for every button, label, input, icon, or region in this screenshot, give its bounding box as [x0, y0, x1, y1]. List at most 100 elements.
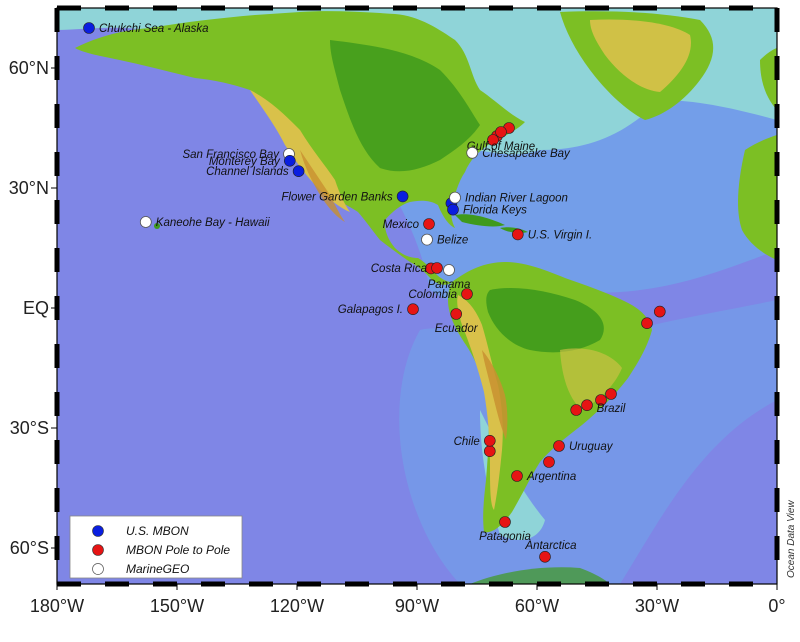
- border-dash: [54, 392, 60, 416]
- lat-tick-label: 30°S: [10, 418, 49, 438]
- border-dash: [249, 5, 273, 11]
- site-marker: [483, 445, 496, 458]
- border-dash: [54, 8, 60, 32]
- site-marker: [450, 308, 463, 320]
- site-label: Kaneohe Bay - Hawaii: [156, 217, 270, 229]
- border-dash: [774, 488, 780, 512]
- sierra-madre: [300, 150, 345, 222]
- lat-tick-label: 60°S: [10, 538, 49, 558]
- border-dash: [345, 581, 369, 587]
- border-dash: [54, 200, 60, 224]
- border-dash: [54, 488, 60, 512]
- site-label: Belize: [437, 235, 468, 247]
- border-dash: [105, 5, 129, 11]
- antarctic-peninsula: [470, 567, 610, 584]
- border-dash: [297, 581, 321, 587]
- border-dash: [153, 581, 177, 587]
- site-marker: [283, 155, 296, 167]
- site-marker: [83, 22, 95, 34]
- lat-tick-label: 60°N: [9, 58, 49, 78]
- site-label: Channel Islands: [206, 166, 289, 178]
- legend-label-pole-to-pole: MBON Pole to Pole: [126, 543, 230, 557]
- lon-tick-label: 120°W: [270, 596, 324, 616]
- border-dash: [54, 104, 60, 128]
- border-dash: [774, 392, 780, 416]
- site-marker: [511, 228, 524, 241]
- border-dash: [105, 581, 129, 587]
- border-dash: [201, 5, 225, 11]
- site-label: Panama: [428, 279, 471, 291]
- border-dash: [297, 5, 321, 11]
- site-marker: [461, 288, 473, 300]
- border-dash: [774, 536, 780, 560]
- site-label: Chile: [454, 436, 480, 448]
- site-marker: [487, 134, 499, 146]
- site-marker: [495, 126, 507, 138]
- map-frame-area: [57, 8, 777, 584]
- lon-tick-label: 150°W: [150, 596, 204, 616]
- site-label: Mexico: [383, 219, 420, 231]
- amazon-basin: [486, 288, 604, 353]
- site-marker: [421, 233, 433, 246]
- border-dash: [489, 581, 513, 587]
- border-dash: [393, 5, 417, 11]
- site-marker: [553, 440, 565, 452]
- border-dash: [489, 5, 513, 11]
- site-marker: [466, 146, 479, 159]
- lon-tick-label: 90°W: [395, 596, 439, 616]
- lon-tick-label: 60°W: [515, 596, 559, 616]
- site-label: Indian River Lagoon: [465, 193, 568, 205]
- border-dash: [537, 5, 561, 11]
- site-marker: [292, 165, 305, 177]
- border-dash: [54, 152, 60, 176]
- legend-marker-pole-to-pole: [92, 544, 104, 556]
- lat-tick-label: 30°N: [9, 178, 49, 198]
- site-label: Monterey Bay: [209, 156, 281, 168]
- europe-north: [760, 48, 777, 110]
- border-dash: [393, 581, 417, 587]
- border-dash: [585, 581, 609, 587]
- border-dash: [774, 104, 780, 128]
- site-label: U.S. Virgin I.: [528, 229, 592, 241]
- legend-marker-marinegeo: [92, 563, 104, 575]
- north-america-lowland: [330, 40, 480, 172]
- border-dash: [153, 5, 177, 11]
- site-label: Flower Garden Banks: [281, 191, 392, 203]
- site-marker: [570, 404, 583, 416]
- site-marker: [581, 399, 593, 412]
- border-dash: [54, 344, 60, 368]
- brazilian-highlands: [560, 348, 622, 410]
- site-label: Florida Keys: [463, 205, 527, 217]
- greenland-ice: [590, 19, 691, 93]
- site-marker: [543, 456, 555, 468]
- border-dash: [633, 5, 657, 11]
- site-marker: [653, 305, 666, 318]
- lat-tick-label: EQ: [23, 298, 49, 318]
- legend-label-marinegeo: MarineGEO: [126, 562, 189, 576]
- africa-europe: [738, 135, 777, 260]
- site-marker: [539, 550, 551, 563]
- altiplano: [482, 350, 508, 440]
- site-label: Antarctica: [524, 540, 576, 552]
- site-label: Chesapeake Bay: [482, 148, 571, 160]
- site-label: San Francisco Bay: [182, 149, 280, 161]
- border-dash: [441, 5, 465, 11]
- lon-tick-label: 180°W: [30, 596, 84, 616]
- site-markers: Chukchi Sea - Alaska San Francisco BayMon…: [83, 22, 666, 563]
- site-label: Ecuador: [435, 323, 479, 335]
- site-label: Galapagos I.: [338, 304, 403, 316]
- border-dash: [441, 581, 465, 587]
- site-marker: [443, 264, 455, 276]
- border-dash: [774, 440, 780, 464]
- site-label: Costa Rica: [371, 263, 427, 275]
- latitude-axis: 60°N 30°N EQ 30°S 60°S: [9, 58, 57, 558]
- site-marker: [447, 203, 459, 216]
- site-marker: [499, 516, 511, 528]
- legend: U.S. MBON MBON Pole to Pole MarineGEO: [69, 515, 243, 579]
- legend-label-us-mbon: U.S. MBON: [126, 524, 189, 538]
- cuba: [455, 214, 505, 227]
- border-dash: [774, 248, 780, 272]
- site-marker: [449, 191, 461, 204]
- border-dash: [54, 440, 60, 464]
- border-dash: [201, 581, 225, 587]
